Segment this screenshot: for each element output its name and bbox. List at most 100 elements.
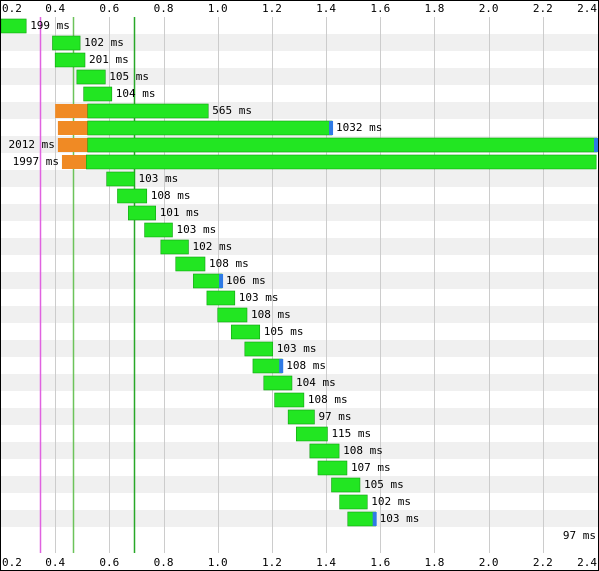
duration-label: 108 ms bbox=[251, 308, 291, 321]
x-tick-label-bottom: 0.6 bbox=[99, 556, 119, 569]
axis-ticks-bottom: 0.2 0.4 0.6 0.8 1.0 1.2 1.4 1.6 1.8 2.0 2.2 2.4 bbox=[2, 556, 597, 569]
duration-label: 199 ms bbox=[30, 19, 70, 32]
receive-segment bbox=[128, 205, 156, 221]
duration-label: 103 ms bbox=[176, 223, 216, 236]
x-tick-label-top: 0.6 bbox=[99, 2, 119, 15]
x-tick-label-top: 0.8 bbox=[154, 2, 174, 15]
duration-label: 105 ms bbox=[364, 478, 404, 491]
duration-label: 103 ms bbox=[139, 172, 179, 185]
row-stripe bbox=[0, 306, 599, 323]
receive-segment bbox=[117, 188, 148, 204]
duration-label: 1997 ms bbox=[13, 155, 59, 168]
receive-segment bbox=[87, 103, 209, 119]
x-tick-label-bottom: 2.4 bbox=[577, 556, 597, 569]
receive-segment bbox=[295, 426, 328, 442]
duration-label: 97 ms bbox=[318, 410, 351, 423]
row-stripe bbox=[0, 34, 599, 51]
x-tick-label-top: 1.8 bbox=[425, 2, 445, 15]
wait-segment bbox=[57, 138, 88, 152]
x-tick-label-top: 2.0 bbox=[479, 2, 499, 15]
x-tick-label-bottom: 0.2 bbox=[2, 556, 22, 569]
receive-segment bbox=[339, 494, 368, 510]
row-stripe bbox=[0, 340, 599, 357]
receive-segment bbox=[87, 120, 333, 136]
row-stripe bbox=[0, 374, 599, 391]
receive-segment bbox=[0, 18, 27, 34]
duration-label: 102 ms bbox=[84, 36, 124, 49]
receive-segment bbox=[331, 477, 361, 493]
receive-segment bbox=[76, 69, 106, 85]
receive-segment bbox=[86, 154, 597, 170]
receive-segment bbox=[87, 137, 598, 153]
row-stripe bbox=[0, 272, 599, 289]
duration-label: 105 ms bbox=[264, 325, 304, 338]
wait-segment bbox=[57, 121, 88, 135]
x-tick-label-top: 2.4 bbox=[577, 2, 597, 15]
duration-label: 103 ms bbox=[380, 512, 420, 525]
duration-label: 106 ms bbox=[226, 274, 266, 287]
x-tick-label-bottom: 2.0 bbox=[479, 556, 499, 569]
x-tick-label-top: 0.2 bbox=[2, 2, 22, 15]
row-stripe bbox=[0, 476, 599, 493]
receive-segment bbox=[317, 460, 348, 476]
x-tick-label-bottom: 1.2 bbox=[262, 556, 282, 569]
row-stripe bbox=[0, 68, 599, 85]
duration-label: 201 ms bbox=[89, 53, 129, 66]
row-stripe bbox=[0, 170, 599, 187]
duration-label: 1032 ms bbox=[336, 121, 382, 134]
receive-segment bbox=[244, 341, 274, 357]
x-tick-label-top: 1.6 bbox=[370, 2, 390, 15]
duration-label: 101 ms bbox=[160, 206, 200, 219]
receive-segment bbox=[106, 171, 135, 187]
duration-label: 105 ms bbox=[109, 70, 149, 83]
row-stripe bbox=[0, 510, 599, 527]
x-tick-label-top: 0.4 bbox=[45, 2, 65, 15]
receive-segment bbox=[83, 86, 113, 102]
receive-segment bbox=[252, 358, 283, 374]
duration-label: 108 ms bbox=[343, 444, 383, 457]
receive-segment bbox=[193, 273, 223, 289]
duration-label: 107 ms bbox=[351, 461, 391, 474]
receive-segment bbox=[263, 375, 293, 391]
receive-segment bbox=[217, 307, 248, 323]
tail-segment bbox=[594, 138, 598, 152]
x-tick-label-top: 2.2 bbox=[533, 2, 553, 15]
x-tick-label-top: 1.4 bbox=[316, 2, 336, 15]
receive-segment bbox=[274, 392, 305, 408]
wait-segment bbox=[55, 104, 88, 118]
row-stripe bbox=[0, 204, 599, 221]
tail-segment bbox=[279, 359, 284, 373]
x-tick-label-bottom: 0.4 bbox=[45, 556, 65, 569]
tail-segment bbox=[219, 274, 224, 288]
x-tick-label-top: 1.2 bbox=[262, 2, 282, 15]
duration-label: 565 ms bbox=[212, 104, 252, 117]
x-tick-label-bottom: 1.0 bbox=[208, 556, 228, 569]
receive-segment bbox=[175, 256, 206, 272]
row-stripe bbox=[0, 442, 599, 459]
row-stripe bbox=[0, 238, 599, 255]
x-tick-label-top: 1.0 bbox=[208, 2, 228, 15]
duration-label: 103 ms bbox=[239, 291, 279, 304]
tail-segment bbox=[329, 121, 334, 135]
x-tick-label-bottom: 2.2 bbox=[533, 556, 553, 569]
receive-segment bbox=[287, 409, 315, 425]
duration-label: 108 ms bbox=[286, 359, 326, 372]
duration-label: 108 ms bbox=[151, 189, 191, 202]
axis-ticks-top: 0.2 0.4 0.6 0.8 1.0 1.2 1.4 1.6 1.8 2.0 2.2 2.4 bbox=[2, 2, 597, 15]
receive-segment bbox=[144, 222, 173, 238]
receive-segment bbox=[230, 324, 261, 340]
duration-label: 104 ms bbox=[296, 376, 336, 389]
x-tick-label-bottom: 1.8 bbox=[425, 556, 445, 569]
duration-labels: 199 ms 102 ms 201 ms 105 ms 104 ms 565 ms 1032… bbox=[9, 19, 596, 542]
duration-label: 102 ms bbox=[192, 240, 232, 253]
duration-label: 108 ms bbox=[308, 393, 348, 406]
receive-segment bbox=[52, 35, 81, 51]
x-tick-label-bottom: 0.8 bbox=[154, 556, 174, 569]
tail-segment bbox=[372, 512, 377, 526]
receive-segment bbox=[206, 290, 236, 306]
duration-label: 108 ms bbox=[209, 257, 249, 270]
duration-label: 2012 ms bbox=[9, 138, 55, 151]
receive-segment bbox=[309, 443, 340, 459]
x-tick-label-bottom: 1.4 bbox=[316, 556, 336, 569]
